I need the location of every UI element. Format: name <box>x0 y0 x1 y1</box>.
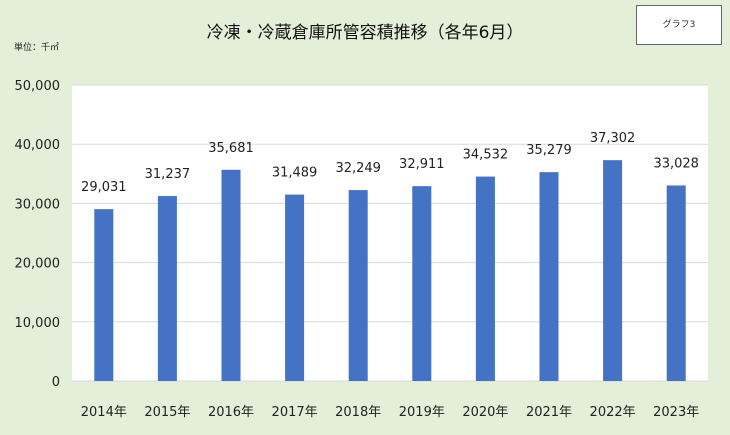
x-axis-labels: 2014年 2015年 2016年 2017年 2018年 2019年 2020年 2021年… <box>81 405 699 420</box>
bar <box>539 172 559 381</box>
data-label: 31,489 <box>272 166 318 181</box>
bars <box>94 160 686 381</box>
data-label: 35,681 <box>208 141 254 156</box>
y-tick-label: 0 <box>52 375 60 390</box>
x-tick-label: 2018年 <box>335 405 381 420</box>
data-labels: 29,031 31,237 35,681 31,489 32,249 32,911 34,5… <box>81 131 699 195</box>
data-label: 31,237 <box>145 167 191 182</box>
bar <box>221 169 241 381</box>
y-axis-ticks: 0 10,000 20,000 30,000 40,000 50,000 <box>15 79 61 390</box>
y-tick-label: 30,000 <box>15 197 61 212</box>
chart-title: 冷凍・冷蔵倉庫所管容積推移（各年6月） <box>206 23 524 43</box>
bar <box>348 190 368 381</box>
bar <box>666 185 686 381</box>
x-tick-label: 2021年 <box>526 405 572 420</box>
bar <box>412 186 432 381</box>
y-tick-label: 10,000 <box>15 316 61 331</box>
x-tick-label: 2016年 <box>208 405 254 420</box>
bar <box>94 209 114 381</box>
data-label: 29,031 <box>81 180 127 195</box>
data-label: 37,302 <box>590 131 636 146</box>
y-tick-label: 20,000 <box>15 257 61 272</box>
bar <box>157 196 177 381</box>
unit-label: 単位：千㎥ <box>14 43 60 53</box>
plot-area <box>72 85 708 381</box>
x-tick-label: 2015年 <box>144 405 190 420</box>
x-tick-label: 2022年 <box>590 405 636 420</box>
data-label: 35,279 <box>526 143 572 158</box>
bar <box>603 160 623 381</box>
x-tick-label: 2020年 <box>462 405 508 420</box>
x-tick-label: 2019年 <box>399 405 445 420</box>
data-label: 32,911 <box>399 157 445 172</box>
y-tick-label: 40,000 <box>15 138 61 153</box>
x-tick-label: 2014年 <box>81 405 127 420</box>
y-tick-label: 50,000 <box>15 79 61 94</box>
data-label: 32,249 <box>335 161 381 176</box>
bar <box>285 194 305 381</box>
x-tick-label: 2023年 <box>653 405 699 420</box>
graph-number-badge: グラフ3 <box>636 5 722 45</box>
data-label: 34,532 <box>463 148 509 163</box>
bar <box>475 176 495 381</box>
data-label: 33,028 <box>653 156 699 171</box>
x-tick-label: 2017年 <box>272 405 318 420</box>
gridlines <box>72 84 708 382</box>
